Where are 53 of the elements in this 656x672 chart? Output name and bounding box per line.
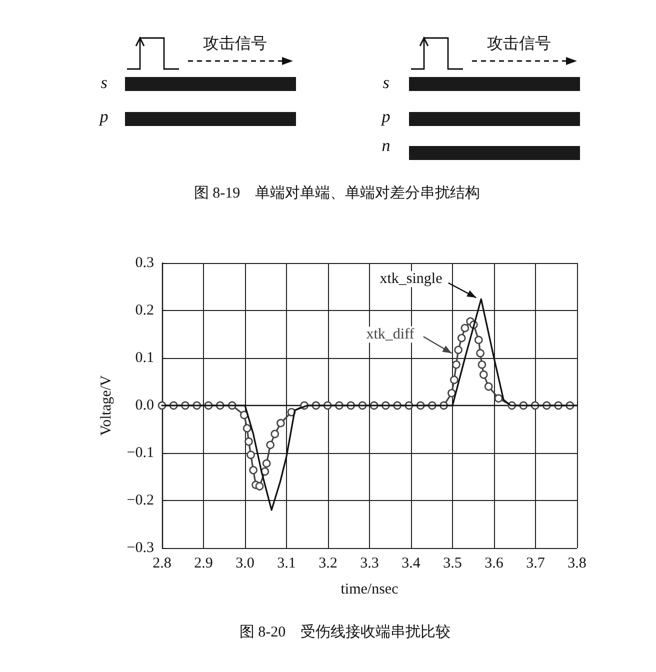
x-tick-label: 3.4 [402, 556, 421, 572]
point [448, 389, 456, 398]
text: p [380, 106, 390, 126]
y-tick-label: 0.3 [135, 255, 154, 271]
point [479, 370, 488, 379]
y-tick-label: 0.0 [135, 398, 154, 414]
legend-label: xtk_diff [366, 326, 414, 343]
x-tick-label: 3.3 [360, 556, 379, 572]
point [484, 382, 493, 391]
text: 攻击信号 [203, 34, 267, 53]
caption: 图 8-19 单端对单端、单端对差分串扰结构 [194, 184, 480, 202]
y-tick-label: 0.2 [135, 302, 154, 318]
x-tick-label: 3.7 [526, 556, 546, 572]
text: 攻击信号 [487, 34, 551, 53]
point [478, 360, 486, 369]
x-tick-label: 3.5 [443, 556, 462, 572]
point [476, 349, 484, 358]
point [255, 482, 264, 490]
y-tick-label: 0.1 [135, 350, 154, 366]
point [457, 334, 466, 342]
point [262, 459, 271, 468]
point [266, 440, 274, 450]
text: s [100, 72, 108, 92]
text: s [382, 72, 390, 92]
point [454, 346, 462, 354]
x-tick-label: 3.1 [277, 556, 296, 572]
point [242, 424, 252, 432]
point [276, 418, 285, 428]
point [452, 360, 460, 369]
text: xtk_single [380, 271, 443, 288]
x-tick-label: 3.0 [236, 556, 254, 572]
x-tick-label: 3.8 [568, 556, 586, 572]
point [494, 394, 503, 403]
y-tick-label: −0.2 [126, 492, 154, 508]
x-tick-label: 3.2 [318, 556, 338, 572]
text: p [98, 106, 108, 126]
text: n [382, 136, 390, 155]
caption: 图 8-20 受伤线接收端串扰比较 [239, 623, 451, 640]
point [474, 336, 483, 344]
y-tick-label: −0.3 [126, 540, 154, 556]
point [244, 437, 253, 446]
point [270, 430, 280, 438]
point [460, 324, 470, 332]
x-tick-label: 2.8 [152, 556, 172, 572]
x-axis-title: time/nsec [340, 582, 399, 598]
point [450, 376, 458, 384]
x-tick-label: 2.9 [194, 556, 213, 572]
y-axis-title: Voltage/V [98, 375, 114, 436]
point [249, 466, 258, 474]
x-tick-label: 3.6 [484, 556, 504, 572]
point [246, 450, 255, 460]
point [240, 410, 248, 420]
y-tick-label: −0.1 [126, 445, 154, 461]
